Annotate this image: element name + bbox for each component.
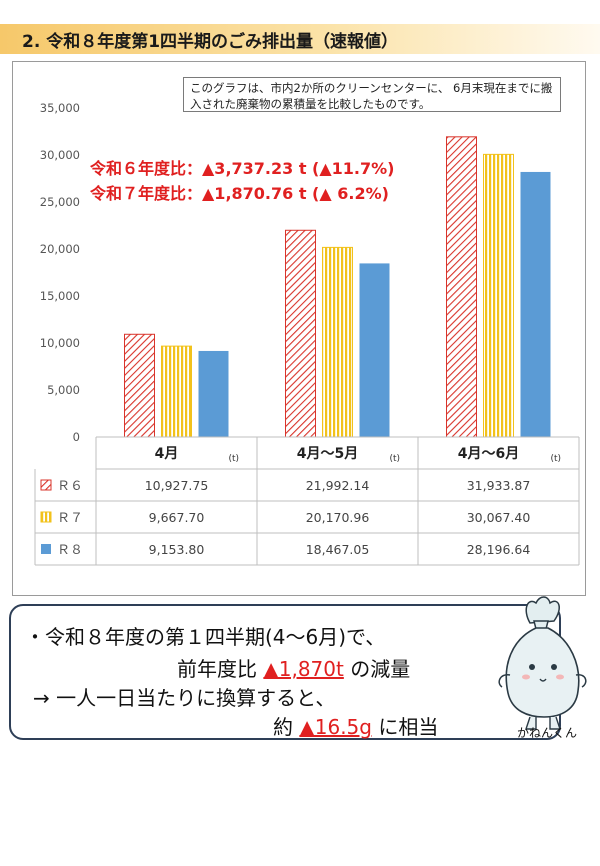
legend-label-2: Ｒ７ bbox=[57, 511, 83, 526]
y-tick-label: 5,000 bbox=[47, 383, 80, 397]
y-tick-label: 30,000 bbox=[40, 148, 80, 162]
y-tick-label: 35,000 bbox=[40, 101, 80, 115]
category-unit: (t) bbox=[550, 454, 561, 464]
category-label: 4月～6月 bbox=[458, 446, 519, 462]
summary-line-3: → 一人一日当たりに換算すると、 bbox=[33, 686, 336, 710]
legend-swatch-1 bbox=[40, 479, 52, 491]
legend-label-1: Ｒ６ bbox=[57, 479, 83, 494]
table-value-1-3: 31,933.87 bbox=[467, 478, 531, 493]
chart-note: このグラフは、市内2か所のクリーンセンターに、 6月末現在までに搬入された廃棄物… bbox=[183, 77, 561, 112]
bar-1-3 bbox=[446, 136, 477, 438]
summary-line-4-prefix: 約 bbox=[273, 715, 300, 739]
mascot-name: かねんくん bbox=[517, 726, 578, 740]
table-value-1-2: 21,992.14 bbox=[306, 478, 370, 493]
table-value-1-1: 10,927.75 bbox=[145, 478, 209, 493]
table-value-2-3: 30,067.40 bbox=[467, 510, 531, 525]
table-value-3-1: 9,153.80 bbox=[149, 542, 205, 557]
bar-2-2 bbox=[322, 246, 353, 438]
bar-1-2 bbox=[285, 229, 316, 438]
y-tick-label: 10,000 bbox=[40, 336, 80, 350]
table-value-2-1: 9,667.70 bbox=[149, 510, 205, 525]
category-unit: (t) bbox=[228, 454, 239, 464]
section-header: 2. 令和８年度第1四半期のごみ排出量（速報値） bbox=[0, 24, 600, 54]
section-title: 2. 令和８年度第1四半期のごみ排出量（速報値） bbox=[22, 32, 399, 52]
y-tick-label: 15,000 bbox=[40, 289, 80, 303]
category-unit: (t) bbox=[389, 454, 400, 464]
y-tick-label: 0 bbox=[73, 430, 80, 444]
legend-swatch-3 bbox=[41, 544, 51, 554]
summary-per-person-value: ▲16.5g bbox=[299, 715, 372, 739]
chart-frame: 0 5,000 10,000 15,000 20,000 25,000 30,000 35,0… bbox=[12, 61, 586, 596]
summary-box: ・令和８年度の第１四半期(4～6月)で、 前年度比 ▲1,870t の減量 → … bbox=[9, 604, 561, 740]
bar-2-1 bbox=[161, 345, 192, 438]
table-value-2-2: 20,170.96 bbox=[306, 510, 370, 525]
legend-swatch-2 bbox=[40, 511, 52, 523]
summary-line-2-prefix: 前年度比 bbox=[177, 657, 264, 681]
y-tick-label: 25,000 bbox=[40, 195, 80, 209]
table-value-3-2: 18,467.05 bbox=[306, 542, 370, 557]
bar-3-1 bbox=[198, 350, 229, 437]
summary-line-1: ・令和８年度の第１四半期(4～6月)で、 bbox=[25, 625, 386, 649]
category-label: 4月 bbox=[155, 446, 179, 462]
category-label: 4月～5月 bbox=[297, 446, 358, 462]
summary-line-4: 約 ▲16.5g に相当 bbox=[273, 711, 438, 740]
legend-label-3: Ｒ８ bbox=[57, 543, 83, 558]
table-value-3-3: 28,196.64 bbox=[467, 542, 531, 557]
bar-chart: 0 5,000 10,000 15,000 20,000 25,000 30,000 35,0… bbox=[34, 101, 580, 566]
summary-reduction-value: ▲1,870t bbox=[263, 657, 344, 681]
garbage-bag-mascot-icon bbox=[498, 596, 587, 730]
comparison-r6: 令和６年度比：▲3,737.23 t (▲11.7%) bbox=[90, 159, 395, 178]
bar-2-3 bbox=[483, 153, 514, 438]
summary-line-4-suffix: に相当 bbox=[371, 715, 439, 739]
bar-1-1 bbox=[124, 333, 155, 438]
summary-line-2: 前年度比 ▲1,870t の減量 bbox=[177, 653, 410, 682]
y-tick-label: 20,000 bbox=[40, 242, 80, 256]
comparison-r7: 令和７年度比：▲1,870.76 t (▲ 6.2%) bbox=[90, 184, 389, 203]
bar-3-3 bbox=[520, 171, 551, 437]
bar-3-2 bbox=[359, 263, 390, 437]
summary-line-2-suffix: の減量 bbox=[343, 657, 411, 681]
